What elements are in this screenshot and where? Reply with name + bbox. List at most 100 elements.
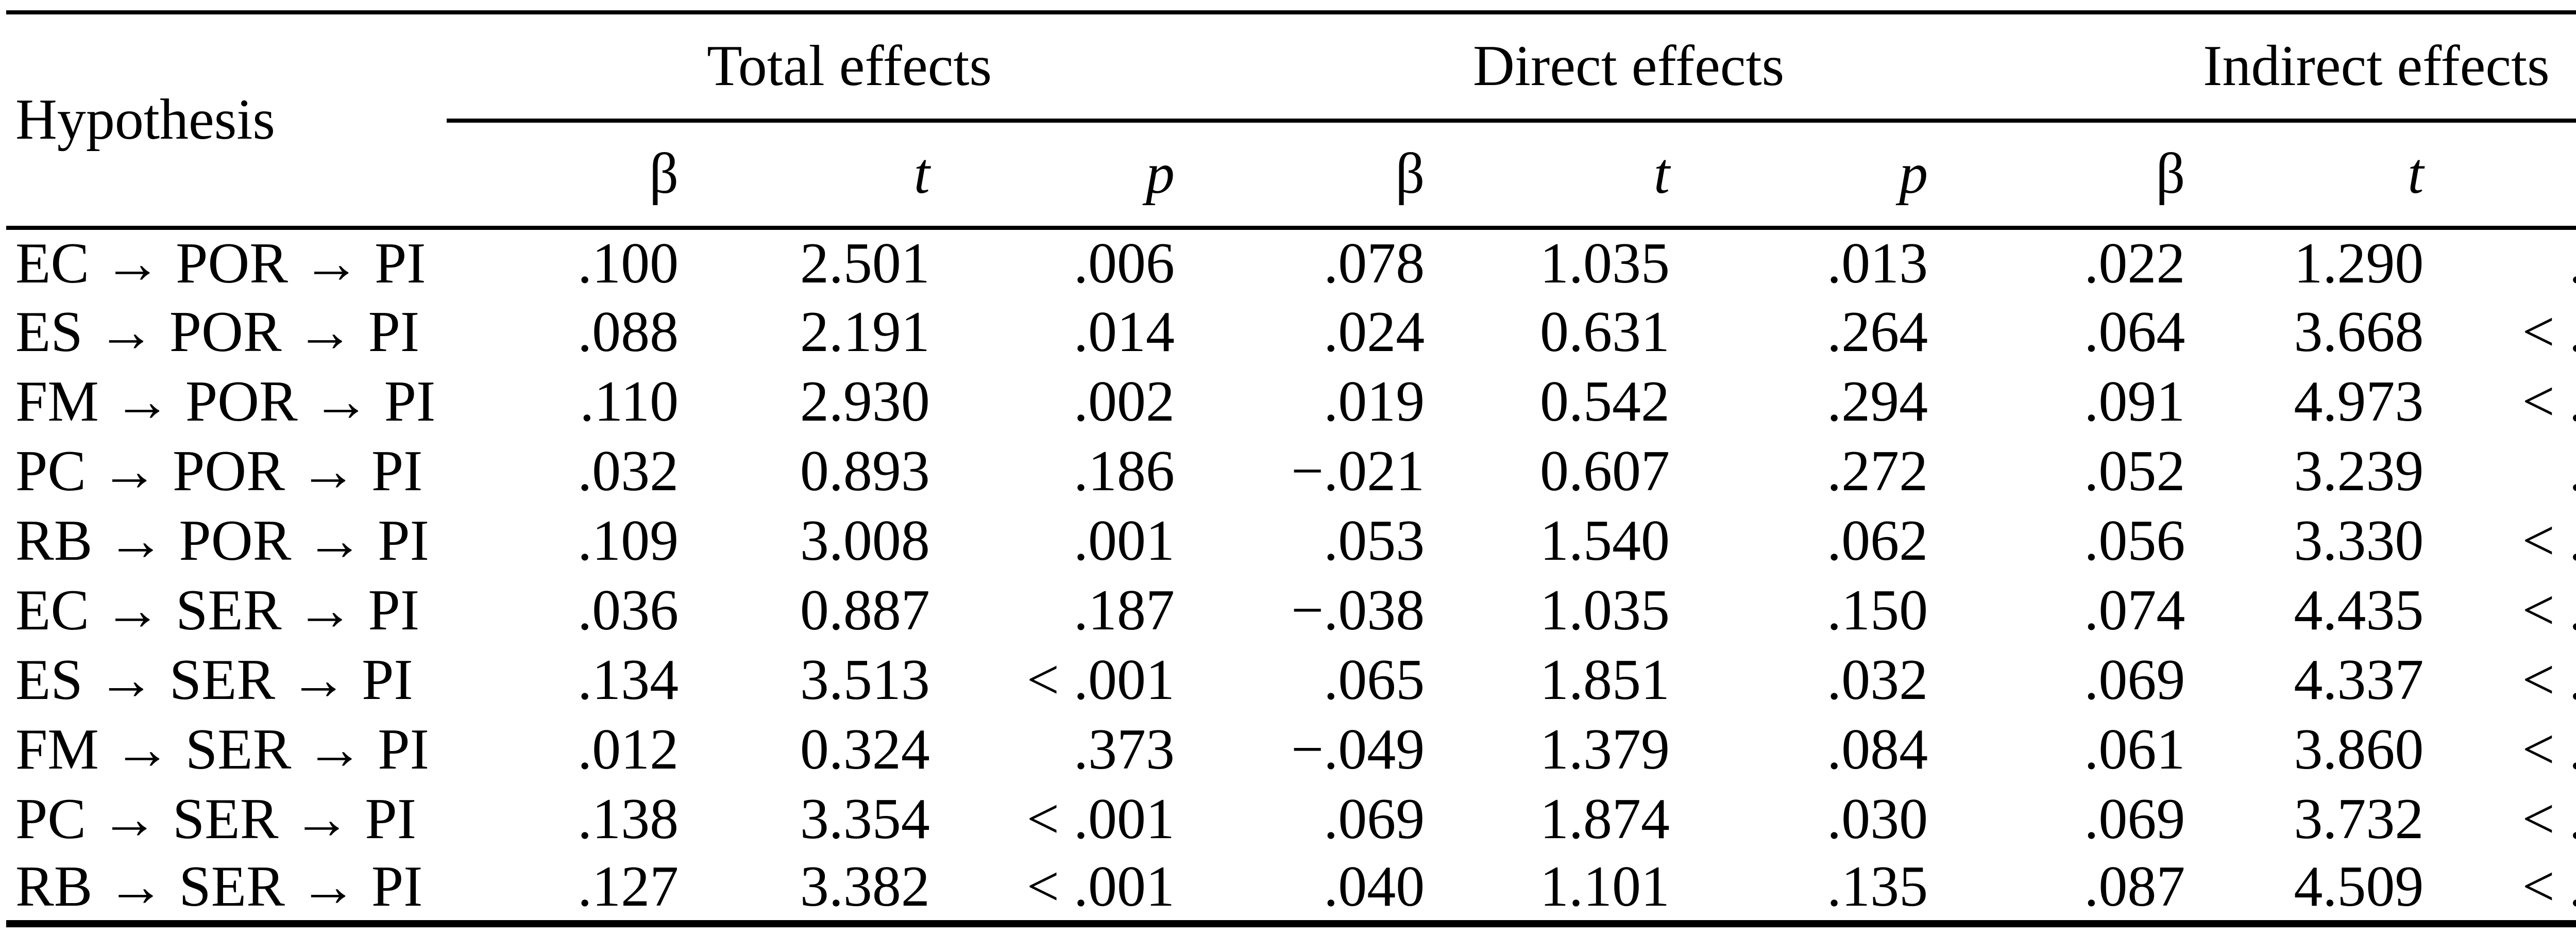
value-cell: .062 (1827, 508, 1928, 573)
value-cell: .091 (2084, 369, 2185, 434)
value-cell: .030 (1827, 787, 1928, 851)
value-cell: .014 (1074, 299, 1175, 364)
value-cell: .294 (1827, 369, 1928, 434)
value-cell: 0.607 (1540, 439, 1670, 503)
value-cell: .110 (580, 369, 679, 434)
column-header-total-p: p (1007, 121, 1252, 230)
table-row: PC → POR → PI .032 0.893 .186 −.021 0.607 .272… (6, 437, 2576, 506)
column-header-direct-p: p (1747, 121, 2006, 230)
value-cell: .099 (2501, 228, 2576, 297)
column-header-direct-beta: β (1252, 121, 1502, 230)
value-cell: .084 (1827, 717, 1928, 781)
table-row: ES → POR → PI .088 2.191 .014 .024 0.631 .264.… (6, 297, 2576, 367)
column-group-total-effects: Total effects (447, 12, 1252, 123)
value-cell: 2.930 (800, 369, 930, 434)
value-cell: .109 (578, 508, 679, 573)
value-cell: .032 (1827, 647, 1928, 712)
value-cell: .032 (578, 439, 679, 503)
value-cell: 4.435 (2294, 578, 2424, 642)
table-row: FM → POR → PI .110 2.930 .002 .019 0.542 .294.… (6, 367, 2576, 437)
value-cell: .002 (1074, 369, 1175, 434)
value-cell: .036 (578, 578, 679, 642)
column-header-hypothesis: Hypothesis (6, 12, 447, 230)
value-cell: 1.035 (1540, 578, 1670, 642)
value-cell: 3.330 (2294, 508, 2424, 573)
value-cell: .127 (447, 854, 756, 927)
value-cell: .087 (2005, 854, 2263, 927)
group-header-row: Hypothesis Total effects Direct effects … (6, 12, 2576, 230)
hypothesis-cell: PC → POR → PI (15, 439, 423, 503)
value-cell: 4.337 (2294, 647, 2424, 712)
value-cell: 2.501 (800, 231, 930, 295)
value-cell: .069 (2084, 787, 2185, 851)
value-cell: 1.874 (1540, 787, 1670, 851)
value-cell: .012 (578, 717, 679, 781)
value-cell: .024 (1324, 299, 1425, 364)
value-cell: .061 (2084, 717, 2185, 781)
value-cell: < .001 (1026, 787, 1175, 851)
value-cell: 3.382 (756, 854, 1007, 927)
value-cell: .186 (1074, 439, 1175, 503)
value-cell: < .001 (2522, 578, 2576, 642)
hypothesis-cell: FM → SER → PI (15, 717, 429, 781)
table-body: EC → POR → PI .100 2.501 .006 .078 1.035 .013.… (6, 228, 2576, 927)
value-cell: < .001 (2522, 299, 2576, 364)
sub-header-row: β t p β t p β t p LL UL (6, 121, 2576, 230)
value-cell: 3.354 (800, 787, 930, 851)
column-group-indirect-effects: Indirect effects (2005, 12, 2576, 123)
value-cell: < .001 (2522, 647, 2576, 712)
value-cell: 3.668 (2294, 299, 2424, 364)
value-cell: .138 (578, 787, 679, 851)
value-cell: .150 (1827, 578, 1928, 642)
hypothesis-cell: ES → POR → PI (15, 299, 420, 364)
value-cell: .069 (1324, 787, 1425, 851)
hypothesis-cell: RB → POR → PI (15, 508, 429, 573)
hypothesis-cell: PC → SER → PI (15, 787, 416, 851)
value-cell: 4.973 (2294, 369, 2424, 434)
value-cell: 3.008 (800, 508, 930, 573)
value-cell: 2.191 (800, 299, 930, 364)
value-cell: .187 (1074, 578, 1175, 642)
value-cell: 0.893 (800, 439, 930, 503)
value-cell: .006 (1074, 231, 1175, 295)
value-cell: .134 (578, 647, 679, 712)
value-cell: .053 (1324, 508, 1425, 573)
value-cell: .100 (578, 231, 679, 295)
value-cell: .056 (2084, 508, 2185, 573)
value-cell: 1.035 (1540, 231, 1670, 295)
value-cell: .078 (1324, 231, 1425, 295)
value-cell: .040 (1252, 854, 1502, 927)
value-cell: −.021 (1291, 439, 1425, 503)
value-cell: < .001 (1026, 647, 1175, 712)
value-cell: .272 (1827, 439, 1928, 503)
value-cell: < .001 (2501, 854, 2576, 927)
hypothesis-cell: RB → SER → PI (6, 854, 447, 927)
value-cell: 1.851 (1540, 647, 1670, 712)
value-cell: 3.860 (2294, 717, 2424, 781)
column-header-indirect-t: t (2262, 121, 2501, 230)
value-cell: < .001 (2522, 787, 2576, 851)
hypothesis-cell: ES → SER → PI (15, 647, 413, 712)
value-cell: .088 (578, 299, 679, 364)
table-row: PC → SER → PI .138 3.354 < .001 .069 1.874 .03… (6, 785, 2576, 854)
value-cell: .064 (2084, 299, 2185, 364)
hypothesis-cell: EC → SER → PI (15, 578, 420, 642)
value-cell: .001 (1074, 508, 1175, 573)
value-cell: 3.732 (2294, 787, 2424, 851)
table-row: RB → SER → PI .127 3.382 < .001 .040 1.101.13… (6, 854, 2576, 927)
value-cell: .001 (2501, 437, 2576, 506)
value-cell: .373 (1074, 717, 1175, 781)
value-cell: 1.290 (2294, 231, 2424, 295)
value-cell: 1.101 (1502, 854, 1748, 927)
value-cell: < .001 (2522, 717, 2576, 781)
value-cell: 3.239 (2294, 439, 2424, 503)
value-cell: 1.540 (1540, 508, 1670, 573)
value-cell: 1.379 (1540, 717, 1670, 781)
column-header-indirect-p: p (2501, 121, 2576, 230)
value-cell: .135 (1747, 854, 2006, 927)
hypothesis-cell: EC → POR → PI (15, 231, 426, 295)
value-cell: < .001 (2522, 369, 2576, 434)
table-row: EC → POR → PI .100 2.501 .006 .078 1.035 .013.… (6, 228, 2576, 297)
value-cell: .074 (2084, 578, 2185, 642)
